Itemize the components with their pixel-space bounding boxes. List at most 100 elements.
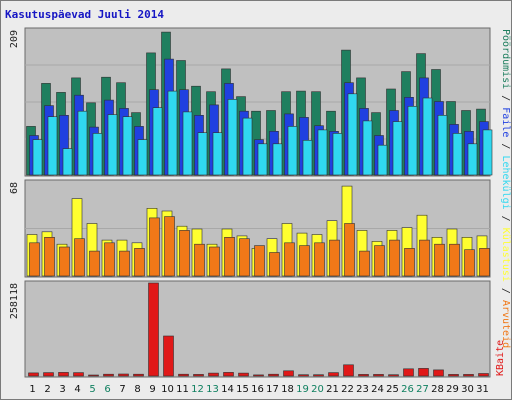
bar-bytes-KBaite-day-30 xyxy=(463,374,474,377)
series-KBaite xyxy=(28,282,489,377)
bar-visits-Arvuteid-day-3 xyxy=(59,246,70,277)
x-tick-label: 29 xyxy=(446,384,459,395)
x-tick-label: 27 xyxy=(416,384,429,395)
bar-hits-Lehekülgi-day-17 xyxy=(272,143,283,176)
x-tick-label: 22 xyxy=(341,384,354,395)
bar-visits-Arvuteid-day-10 xyxy=(164,216,175,277)
x-tick-label: 23 xyxy=(356,384,369,395)
bar-hits-Lehekülgi-day-4 xyxy=(77,110,88,176)
bar-hits-Lehekülgi-day-23 xyxy=(362,120,373,176)
legend-item: / xyxy=(500,137,511,155)
legend-item: Lehekülgi xyxy=(500,155,511,209)
bar-visits-Arvuteid-day-28 xyxy=(434,243,445,277)
x-tick-label: 3 xyxy=(59,384,65,395)
bar-hits-Lehekülgi-day-22 xyxy=(347,93,358,176)
bar-bytes-KBaite-day-7 xyxy=(118,373,129,377)
x-tick-label: 30 xyxy=(461,384,474,395)
bar-hits-Lehekülgi-day-25 xyxy=(392,121,403,176)
bar-hits-Lehekülgi-day-9 xyxy=(152,107,163,176)
bar-hits-Lehekülgi-day-15 xyxy=(242,117,253,176)
panel-visits: 68 xyxy=(9,179,491,278)
bar-hits-Lehekülgi-day-11 xyxy=(182,111,193,176)
x-tick-label: 4 xyxy=(74,384,80,395)
bar-bytes-KBaite-day-29 xyxy=(448,374,459,377)
bar-hits-Lehekülgi-day-16 xyxy=(257,143,268,176)
bar-visits-Arvuteid-day-13 xyxy=(209,246,220,277)
legend-item: / xyxy=(500,282,511,300)
bar-bytes-KBaite-day-26 xyxy=(403,368,414,377)
bar-bytes-KBaite-day-31 xyxy=(478,373,489,377)
x-tick-label: 5 xyxy=(89,384,95,395)
bar-bytes-KBaite-day-18 xyxy=(283,370,294,377)
x-tick-label: 14 xyxy=(221,384,234,395)
bar-bytes-KBaite-day-17 xyxy=(268,373,279,377)
bar-hits-Lehekülgi-day-30 xyxy=(467,143,478,176)
bar-bytes-KBaite-day-22 xyxy=(343,364,354,377)
bar-visits-Arvuteid-day-11 xyxy=(179,230,190,277)
bar-visits-Arvuteid-day-1 xyxy=(29,242,40,277)
bar-bytes-KBaite-day-28 xyxy=(433,369,444,377)
chart-panels: 209 68 258118 xyxy=(9,27,493,378)
bar-visits-Arvuteid-day-14 xyxy=(224,237,235,277)
panel-bytes: 258118 xyxy=(9,280,491,378)
bar-bytes-KBaite-day-1 xyxy=(28,372,39,377)
bar-hits-Lehekülgi-day-26 xyxy=(407,106,418,176)
bar-hits-Lehekülgi-day-2 xyxy=(47,116,58,176)
bar-visits-Arvuteid-day-18 xyxy=(284,242,295,277)
bar-hits-Lehekülgi-day-21 xyxy=(332,133,343,176)
bar-visits-Arvuteid-day-31 xyxy=(479,248,490,277)
x-tick-label: 15 xyxy=(236,384,249,395)
legend-item: Külastusi xyxy=(500,228,511,282)
bar-bytes-KBaite-day-2 xyxy=(43,372,54,377)
x-tick-label: 24 xyxy=(371,384,384,395)
bar-visits-Arvuteid-day-15 xyxy=(239,238,250,277)
x-tick-label: 31 xyxy=(476,384,489,395)
legend-item: Pöördumisi xyxy=(500,29,511,89)
x-tick-label: 13 xyxy=(206,384,219,395)
x-tick-label: 6 xyxy=(104,384,110,395)
x-tick-label: 11 xyxy=(176,384,189,395)
bar-visits-Arvuteid-day-29 xyxy=(449,243,460,277)
bar-bytes-KBaite-day-16 xyxy=(253,374,264,377)
bar-visits-Arvuteid-day-4 xyxy=(74,238,85,277)
x-tick-label: 16 xyxy=(251,384,264,395)
chart-title: Kasutuspäevad Juuli 2014 xyxy=(5,8,164,21)
x-tick-label: 21 xyxy=(326,384,339,395)
bar-visits-Arvuteid-day-2 xyxy=(44,237,55,277)
x-tick-label: 12 xyxy=(191,384,204,395)
x-tick-label: 18 xyxy=(281,384,294,395)
bar-hits-Lehekülgi-day-6 xyxy=(107,114,118,176)
legend-bytes: KBaite xyxy=(495,340,506,376)
bar-visits-Arvuteid-day-30 xyxy=(464,249,475,277)
legend-item: / xyxy=(500,89,511,107)
x-tick-label: 20 xyxy=(311,384,324,395)
y-max-label-visits: 68 xyxy=(9,182,20,194)
bar-hits-Lehekülgi-day-13 xyxy=(212,132,223,176)
bar-bytes-KBaite-day-19 xyxy=(298,374,309,377)
bar-hits-Lehekülgi-day-12 xyxy=(197,132,208,176)
series-Arvuteid xyxy=(29,216,490,277)
legend-item: Arvuteid xyxy=(500,300,511,348)
bar-bytes-KBaite-day-5 xyxy=(88,374,99,377)
x-tick-label: 19 xyxy=(296,384,309,395)
x-tick-label: 10 xyxy=(161,384,174,395)
bar-hits-Lehekülgi-day-18 xyxy=(287,126,298,176)
bar-bytes-KBaite-day-10 xyxy=(163,335,174,377)
legend: Pöördumisi / Faile / Lehekülgi / Külastu… xyxy=(495,29,511,376)
x-tick-label: 17 xyxy=(266,384,279,395)
y-max-label-hits: 209 xyxy=(9,30,20,48)
bar-bytes-KBaite-day-14 xyxy=(223,372,234,377)
bar-bytes-KBaite-day-27 xyxy=(418,368,429,377)
bar-hits-Lehekülgi-day-8 xyxy=(137,139,148,176)
y-max-label-bytes: 258118 xyxy=(9,283,20,319)
bar-bytes-KBaite-day-11 xyxy=(178,373,189,377)
bar-visits-Arvuteid-day-27 xyxy=(419,239,430,277)
x-tick-label: 1 xyxy=(29,384,35,395)
bar-visits-Arvuteid-day-19 xyxy=(299,245,310,277)
legend-item: / xyxy=(500,210,511,228)
bar-visits-Arvuteid-day-7 xyxy=(119,250,130,277)
bar-visits-Arvuteid-day-5 xyxy=(89,250,100,277)
panel-background xyxy=(24,280,491,378)
bar-visits-Arvuteid-day-16 xyxy=(254,245,265,277)
